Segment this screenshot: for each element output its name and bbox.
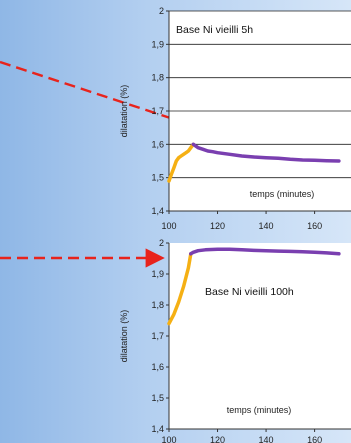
x-tick-label: 120 — [210, 221, 225, 231]
y-axis-label: dilatation (%) — [119, 85, 129, 138]
x-tick-label: 160 — [307, 435, 322, 443]
y-tick-label: 2 — [159, 6, 164, 16]
chart-title: Base Ni vieilli 100h — [205, 286, 294, 298]
y-tick-label: 1,5 — [151, 393, 164, 403]
chart-title: Base Ni vieilli 5h — [176, 24, 253, 36]
y-axis-label: dilatation (%) — [119, 310, 129, 363]
series-line-plateau — [189, 247, 341, 256]
y-tick-label: 1,4 — [151, 206, 164, 216]
x-tick-label: 140 — [259, 221, 274, 231]
y-tick-label: 1,7 — [151, 106, 164, 116]
y-tick-label: 1,8 — [151, 300, 164, 310]
y-tick-label: 1,5 — [151, 173, 164, 183]
series-line-heating — [167, 252, 193, 326]
x-axis-label: temps (minutes) — [227, 405, 292, 415]
x-tick-label: 120 — [210, 435, 225, 443]
plot-area — [169, 243, 351, 429]
x-tick-label: 100 — [161, 435, 176, 443]
y-tick-label: 1,4 — [151, 424, 164, 434]
y-tick-label: 1,9 — [151, 269, 164, 279]
y-tick-label: 1,7 — [151, 331, 164, 341]
chart-top: 1,4 1,5 1,6 1,7 1,8 1,9 2 100 120 140 160 Base Ni v… — [119, 6, 351, 231]
y-tick-label: 1,6 — [151, 362, 164, 372]
series-line-plateau — [191, 142, 341, 163]
y-tick-label: 1,9 — [151, 39, 164, 49]
x-axis-label: temps (minutes) — [250, 189, 315, 199]
chart-bottom: 1,4 1,5 1,6 1,7 1,8 1,9 2 100 120 140 160 Base Ni v… — [119, 238, 351, 443]
y-tick-label: 1,8 — [151, 73, 164, 83]
series-line-heating — [167, 142, 196, 183]
x-tick-label: 160 — [307, 221, 322, 231]
y-tick-label: 2 — [159, 238, 164, 248]
x-tick-label: 140 — [259, 435, 274, 443]
x-tick-label: 100 — [161, 221, 176, 231]
y-tick-label: 1,6 — [151, 139, 164, 149]
